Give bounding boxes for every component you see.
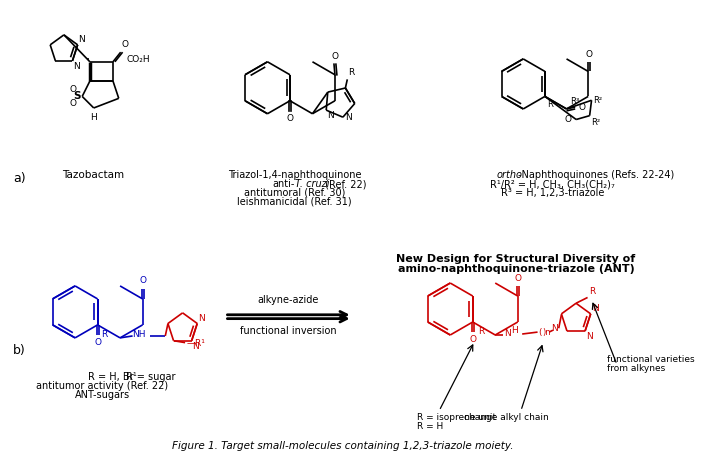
Text: T. cruzi: T. cruzi xyxy=(295,179,329,189)
Text: R: R xyxy=(102,330,108,339)
Text: O: O xyxy=(69,85,76,94)
Text: alkyne-azide: alkyne-azide xyxy=(258,295,320,305)
Text: R: R xyxy=(589,287,596,296)
Text: R: R xyxy=(349,69,354,78)
Text: N: N xyxy=(591,304,599,313)
Text: O: O xyxy=(586,50,593,59)
Text: N: N xyxy=(192,342,200,351)
Text: •: • xyxy=(86,57,90,63)
Text: from alkynes: from alkynes xyxy=(608,364,666,373)
Text: O: O xyxy=(121,40,129,50)
Text: Triazol-1,4-naphthoquinone: Triazol-1,4-naphthoquinone xyxy=(228,170,361,180)
Text: R³: R³ xyxy=(570,97,579,106)
Text: antitumor activity (Ref. 22): antitumor activity (Ref. 22) xyxy=(36,381,168,391)
Text: H: H xyxy=(90,113,97,122)
Text: b): b) xyxy=(13,344,26,357)
Text: R¹: R¹ xyxy=(547,100,556,109)
Text: O: O xyxy=(514,274,521,283)
Text: N: N xyxy=(73,62,80,71)
Text: O: O xyxy=(332,52,339,61)
Text: N: N xyxy=(504,329,510,338)
Text: O: O xyxy=(469,335,476,345)
Text: functional inversion: functional inversion xyxy=(240,326,337,336)
Text: —R¹: —R¹ xyxy=(187,339,206,348)
Text: ortho: ortho xyxy=(497,170,523,180)
Text: antitumoral (Ref. 30): antitumoral (Ref. 30) xyxy=(244,188,346,198)
Text: O: O xyxy=(564,115,572,124)
Text: -Naphthoquinones (Refs. 22-24): -Naphthoquinones (Refs. 22-24) xyxy=(518,170,674,180)
Text: R²: R² xyxy=(594,96,603,105)
Text: N: N xyxy=(345,113,351,122)
Text: R¹/R² = H, CH₃, CH₃(CH₂)₇: R¹/R² = H, CH₃, CH₃(CH₂)₇ xyxy=(490,179,615,189)
Text: R¹= sugar: R¹= sugar xyxy=(126,373,176,382)
Text: N: N xyxy=(79,35,85,44)
Text: amino-naphthoquinone-triazole (ANT): amino-naphthoquinone-triazole (ANT) xyxy=(398,264,635,274)
Text: O: O xyxy=(94,339,101,347)
Text: R = H: R = H xyxy=(417,422,443,431)
Text: O: O xyxy=(286,114,293,123)
Text: CO₂H: CO₂H xyxy=(126,56,150,64)
Text: ANT-sugars: ANT-sugars xyxy=(75,390,130,400)
Text: R = isoprene unit: R = isoprene unit xyxy=(417,413,496,422)
Text: H: H xyxy=(512,325,518,335)
Text: O: O xyxy=(69,99,76,108)
Text: N: N xyxy=(198,313,205,323)
Text: S: S xyxy=(72,92,80,101)
Text: change alkyl chain: change alkyl chain xyxy=(464,413,549,422)
Text: leishmanicidal (Ref. 31): leishmanicidal (Ref. 31) xyxy=(237,197,352,206)
Text: N: N xyxy=(586,332,593,341)
Text: O: O xyxy=(139,276,146,285)
Text: Figure 1. Target small-molecules containing 1,2,3-triazole moiety.: Figure 1. Target small-molecules contain… xyxy=(172,441,513,452)
Text: N: N xyxy=(327,111,334,120)
Text: a): a) xyxy=(13,172,26,185)
Text: (Ref. 22): (Ref. 22) xyxy=(322,179,366,189)
Text: functional varieties: functional varieties xyxy=(608,355,695,364)
Text: R: R xyxy=(479,327,485,336)
Text: New Design for Structural Diversity of: New Design for Structural Diversity of xyxy=(396,254,635,264)
Text: N: N xyxy=(552,324,558,333)
Text: R³ = H, 1,2,3-triazole: R³ = H, 1,2,3-triazole xyxy=(501,188,604,198)
Text: anti-: anti- xyxy=(273,179,295,189)
Text: Tazobactam: Tazobactam xyxy=(62,170,124,180)
Text: )n: )n xyxy=(542,327,551,337)
Text: NH: NH xyxy=(133,331,146,340)
Text: (: ( xyxy=(538,327,542,337)
Text: R²: R² xyxy=(591,118,601,127)
Text: R = H, Br: R = H, Br xyxy=(88,373,133,382)
Text: O: O xyxy=(578,104,585,113)
